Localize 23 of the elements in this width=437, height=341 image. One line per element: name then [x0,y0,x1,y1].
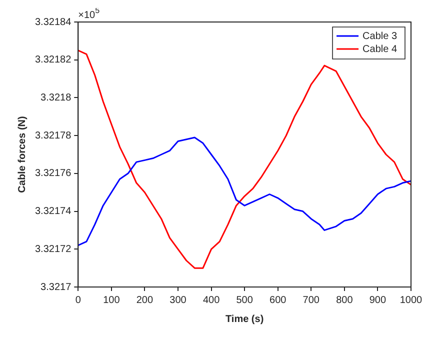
y-axis-title: Cable forces (N) [16,116,28,193]
x-tick-label: 100 [103,294,120,306]
legend-label: Cable 3 [362,30,398,42]
x-tick-label: 900 [369,294,386,306]
x-tick-label: 800 [336,294,354,306]
legend-label: Cable 4 [362,44,398,55]
x-tick-label: 700 [302,294,320,306]
x-tick-label: 0 [75,294,82,306]
x-axis-title: Time (s) [225,314,264,325]
y-tick-label: 3.3217 [40,282,72,293]
y-tick-label: 3.32178 [34,130,72,142]
y-tick-label: 3.3218 [40,92,72,104]
x-tick-label: 1000 [400,294,423,306]
x-tick-label: 300 [170,294,187,306]
x-tick-label: 500 [236,294,254,306]
y-tick-label: 3.32184 [34,16,72,28]
y-tick-label: 3.32182 [34,54,72,66]
y-tick-label: 3.32172 [34,244,72,255]
x-tick-label: 400 [202,294,220,306]
y-tick-label: 3.32174 [34,206,72,218]
y-tick-label: 3.32176 [34,168,72,180]
x-tick-label: 600 [270,294,287,306]
x-tick-label: 200 [136,294,154,306]
